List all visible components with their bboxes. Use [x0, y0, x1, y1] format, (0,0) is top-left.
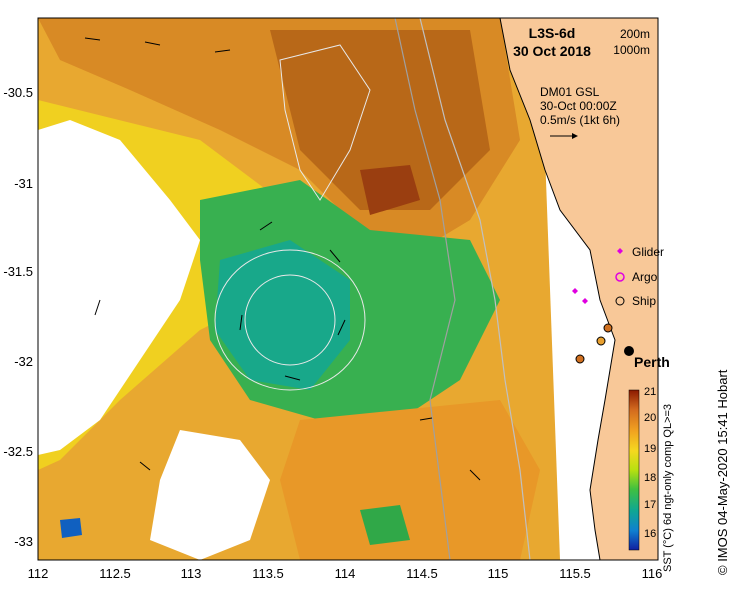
lon-tick-label: 113.5: [252, 566, 284, 581]
argo-legend-label: Argo: [632, 270, 658, 284]
sst-contour: [214, 249, 366, 391]
glider-legend-symbol: [617, 248, 623, 254]
sst-contour: [244, 274, 336, 366]
ship-legend-label: Ship: [632, 294, 656, 308]
current-vectors: [84, 37, 481, 481]
sst-green-patch-south: [360, 505, 410, 545]
perth-marker: [624, 346, 634, 356]
lat-tick-label: -31.5: [3, 264, 33, 279]
sst-hot-core: [270, 30, 490, 210]
lon-tick-label: 116: [642, 566, 663, 581]
lon-tick-label: 112: [28, 566, 49, 581]
colorbar-tick: 19: [644, 443, 656, 455]
argo-legend-symbol: [615, 272, 625, 282]
colorbar-tick: 17: [644, 499, 656, 511]
ship-marker: [596, 336, 606, 346]
isobath-legend-1000m: 1000m: [613, 43, 650, 57]
glider-marker: [572, 288, 578, 294]
date-label: 30 Oct 2018: [513, 43, 591, 59]
sst-cloud-gap: [38, 120, 200, 455]
ship-marker: [575, 354, 585, 364]
isobath-legend-200m: 200m: [620, 27, 650, 41]
lat-tick-label: -32: [14, 354, 33, 369]
colorbar-title: SST (°C) 6d ngt-only comp QL>=3: [662, 404, 674, 572]
lat-tick-label: -30.5: [3, 85, 33, 100]
lon-tick-label: 115: [488, 566, 509, 581]
glider-legend-label: Glider: [632, 245, 664, 259]
sst-cloud-gap-south: [150, 430, 270, 560]
lon-tick-label: 113: [181, 566, 202, 581]
isobath-1000m: [394, 18, 456, 560]
sst-red-core: [360, 165, 420, 215]
sst-blue-patch: [60, 518, 82, 538]
sst-lower-orange: [280, 400, 540, 560]
lon-tick-label: 112.5: [99, 566, 131, 581]
coastline: [499, 18, 616, 560]
current-info-line1: DM01 GSL: [540, 85, 600, 99]
colorbar-tick: 20: [644, 412, 656, 424]
credit-text: © IMOS 04-May-2020 15:41 Hobart: [715, 369, 730, 575]
lat-tick-label: -32.5: [3, 444, 33, 459]
map-plot-area: [38, 18, 658, 560]
lat-tick-label: -33: [14, 534, 33, 549]
land: [500, 18, 658, 560]
ship-marker: [603, 323, 613, 333]
current-info-line3: 0.5m/s (1kt 6h): [540, 113, 620, 127]
colorbar-tick: 21: [644, 386, 656, 398]
plot-frame: [37, 17, 659, 561]
glider-marker: [582, 298, 588, 304]
product-label: L3S-6d: [529, 25, 576, 41]
colorbar-tick: 18: [644, 472, 656, 484]
perth-label: Perth: [634, 354, 670, 370]
colorbar: [628, 389, 640, 551]
isobath-200m: [419, 18, 531, 560]
sst-eddy-core: [215, 240, 350, 390]
y-axis: -30.5 -31 -31.5 -32 -32.5 -33: [3, 85, 33, 549]
lon-tick-label: 115.5: [559, 566, 591, 581]
scale-arrow-head: [572, 133, 578, 139]
sst-contour: [279, 44, 371, 201]
current-info-line2: 30-Oct 00:00Z: [540, 99, 617, 113]
x-axis: 112 112.5 113 113.5 114 114.5 115 115.5 …: [28, 566, 663, 581]
ship-legend-symbol: [615, 296, 625, 306]
lat-tick-label: -31: [14, 176, 33, 191]
lon-tick-label: 114: [335, 566, 356, 581]
lon-tick-label: 114.5: [406, 566, 438, 581]
colorbar-tick: 16: [644, 528, 656, 540]
